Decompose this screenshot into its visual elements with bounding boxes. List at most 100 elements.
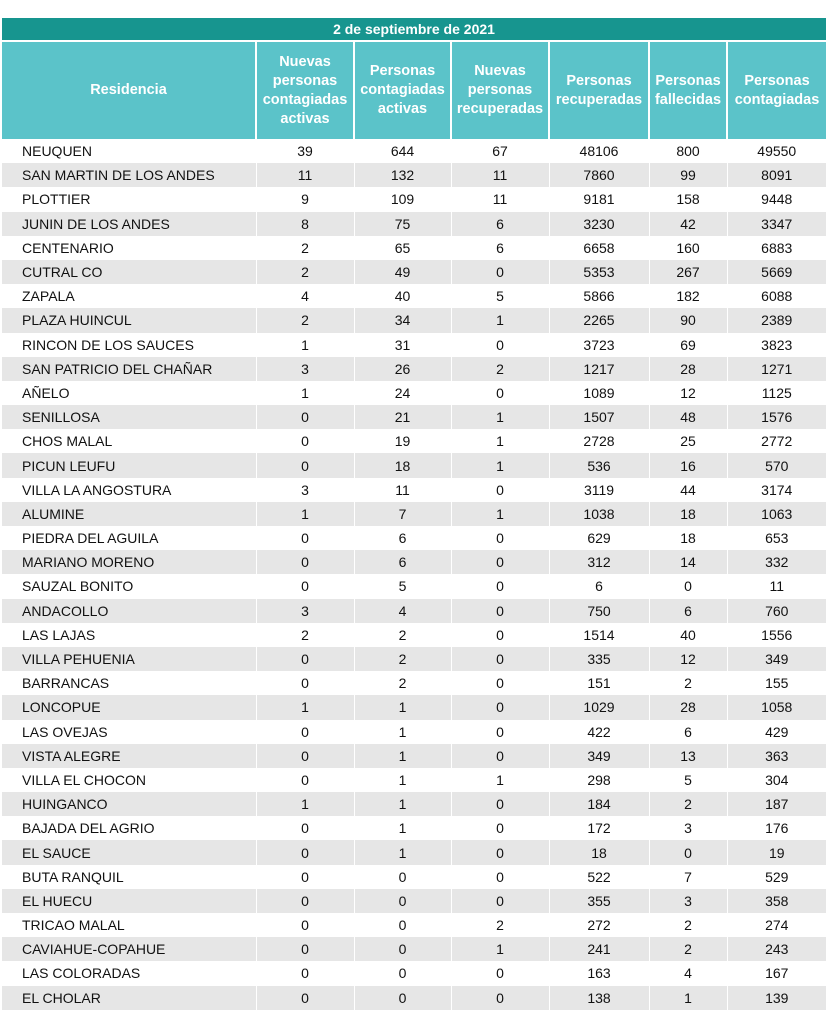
- table-row: SENILLOSA 0 21 1 1507 48 1576: [2, 405, 826, 430]
- table-row: CUTRAL CO 2 49 0 5353 267 5669: [2, 259, 826, 285]
- number-cell: 1271: [726, 356, 826, 381]
- number-cell: 3347: [726, 211, 826, 236]
- residence-cell: PLOTTIER: [2, 187, 256, 212]
- number-cell: 0: [450, 743, 549, 768]
- column-header: Personas fallecidas: [648, 40, 727, 139]
- table-row: EL HUECU 0 0 0 355 3 358: [2, 888, 826, 913]
- table-row: RINCON DE LOS SAUCES 1 31 0 3723 69 3823: [2, 332, 826, 357]
- number-cell: 11: [450, 163, 549, 188]
- number-cell: 6883: [726, 235, 826, 260]
- number-cell: 0: [255, 864, 354, 889]
- column-header: Residencia: [2, 40, 256, 139]
- table-title: 2 de septiembre de 2021: [2, 18, 826, 40]
- number-cell: 40: [648, 622, 727, 647]
- number-cell: 0: [450, 695, 549, 720]
- number-cell: 90: [648, 308, 727, 333]
- number-cell: 48: [648, 405, 727, 430]
- table-row: PLAZA HUINCUL 2 34 1 2265 90 2389: [2, 308, 826, 333]
- number-cell: 21: [353, 405, 451, 430]
- table-row: TRICAO MALAL 0 0 2 272 2 274: [2, 913, 826, 938]
- number-cell: 1125: [726, 380, 826, 406]
- number-cell: 7860: [548, 163, 649, 188]
- number-cell: 2: [648, 671, 727, 696]
- number-cell: 139: [726, 985, 826, 1010]
- number-cell: 241: [548, 937, 649, 962]
- number-cell: 132: [353, 163, 451, 188]
- number-cell: 267: [648, 259, 727, 285]
- number-cell: 0: [450, 961, 549, 986]
- number-cell: 8: [255, 211, 354, 236]
- number-cell: 522: [548, 864, 649, 889]
- number-cell: 1: [353, 840, 451, 865]
- number-cell: 109: [353, 187, 451, 212]
- number-cell: 1507: [548, 405, 649, 430]
- number-cell: 5866: [548, 284, 649, 309]
- table-row: PICUN LEUFU 0 18 1 536 16 570: [2, 453, 826, 478]
- residence-cell: ANDACOLLO: [2, 598, 256, 623]
- table-row: EL SAUCE 0 1 0 18 0 19: [2, 840, 826, 865]
- number-cell: 31: [353, 332, 451, 357]
- number-cell: 1: [353, 743, 451, 768]
- residence-cell: AÑELO: [2, 380, 256, 406]
- number-cell: 6658: [548, 235, 649, 260]
- number-cell: 1058: [726, 695, 826, 720]
- number-cell: 2389: [726, 308, 826, 333]
- column-header: Personas contagiadas: [726, 40, 826, 139]
- number-cell: 3: [255, 356, 354, 381]
- number-cell: 158: [648, 187, 727, 212]
- number-cell: 0: [255, 429, 354, 454]
- number-cell: 3: [255, 598, 354, 623]
- residence-cell: MARIANO MORENO: [2, 550, 256, 575]
- table-body: NEUQUEN 39 644 67 48106 800 49550 SAN MARTIN DE…: [2, 139, 826, 1010]
- number-cell: 184: [548, 792, 649, 817]
- residence-cell: VILLA PEHUENIA: [2, 646, 256, 672]
- number-cell: 1: [255, 380, 354, 406]
- number-cell: 6: [450, 211, 549, 236]
- number-cell: 0: [450, 864, 549, 889]
- number-cell: 12: [648, 646, 727, 672]
- number-cell: 44: [648, 477, 727, 502]
- number-cell: 629: [548, 526, 649, 551]
- residence-cell: VILLA EL CHOCON: [2, 767, 256, 793]
- number-cell: 1: [255, 695, 354, 720]
- residence-cell: ALUMINE: [2, 501, 256, 526]
- residence-cell: SAUZAL BONITO: [2, 574, 256, 599]
- number-cell: 0: [450, 259, 549, 285]
- number-cell: 6088: [726, 284, 826, 309]
- residence-cell: EL HUECU: [2, 888, 256, 913]
- number-cell: 0: [255, 719, 354, 744]
- residence-cell: LAS OVEJAS: [2, 719, 256, 744]
- residence-cell: SENILLOSA: [2, 405, 256, 430]
- number-cell: 312: [548, 550, 649, 575]
- residence-cell: CAVIAHUE-COPAHUE: [2, 937, 256, 962]
- residence-cell: BAJADA DEL AGRIO: [2, 816, 256, 841]
- number-cell: 243: [726, 937, 826, 962]
- number-cell: 9: [255, 187, 354, 212]
- number-cell: 0: [255, 671, 354, 696]
- number-cell: 1038: [548, 501, 649, 526]
- number-cell: 529: [726, 864, 826, 889]
- residence-cell: LAS LAJAS: [2, 622, 256, 647]
- number-cell: 355: [548, 888, 649, 913]
- number-cell: 0: [255, 913, 354, 938]
- number-cell: 332: [726, 550, 826, 575]
- number-cell: 6: [548, 574, 649, 599]
- number-cell: 2: [255, 259, 354, 285]
- number-cell: 0: [450, 477, 549, 502]
- residence-cell: VISTA ALEGRE: [2, 743, 256, 768]
- number-cell: 760: [726, 598, 826, 623]
- number-cell: 2: [648, 937, 727, 962]
- number-cell: 1556: [726, 622, 826, 647]
- residence-cell: BUTA RANQUIL: [2, 864, 256, 889]
- number-cell: 0: [255, 888, 354, 913]
- number-cell: 65: [353, 235, 451, 260]
- number-cell: 28: [648, 356, 727, 381]
- column-header: Personas contagiadas activas: [353, 40, 451, 139]
- number-cell: 3119: [548, 477, 649, 502]
- number-cell: 272: [548, 913, 649, 938]
- residence-cell: HUINGANCO: [2, 792, 256, 817]
- number-cell: 0: [353, 985, 451, 1010]
- number-cell: 5: [648, 767, 727, 793]
- number-cell: 5669: [726, 259, 826, 285]
- number-cell: 25: [648, 429, 727, 454]
